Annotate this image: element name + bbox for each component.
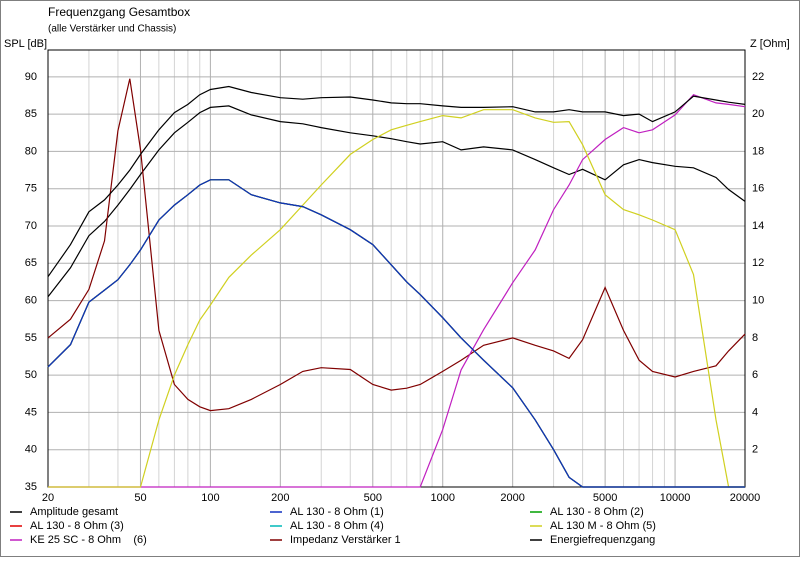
y2-tick-label: 16 [752,183,764,195]
y2-tick-label: 14 [752,220,764,232]
chart-title: Frequenzgang Gesamtbox [48,5,190,19]
y-axis-label: SPL [dB] [4,38,47,50]
x-tick-label: 100 [201,492,219,504]
y-tick-label: 70 [25,220,37,232]
y-tick-label: 90 [25,71,37,83]
x-tick-label: 10000 [660,492,691,504]
y2-tick-label: 12 [752,257,764,269]
legend-label: AL 130 - 8 Ohm (1) [290,506,384,518]
x-tick-label: 200 [271,492,289,504]
legend-label: KE 25 SC - 8 Ohm (6) [30,534,147,546]
y-tick-label: 40 [25,444,37,456]
x-tick-label: 500 [364,492,382,504]
y2-tick-label: 18 [752,145,764,157]
legend-label: Amplitude gesamt [30,506,118,518]
legend-label: Impedanz Verstärker 1 [290,534,401,546]
y-tick-label: 75 [25,183,37,195]
y-tick-label: 50 [25,369,37,381]
y2-axis-label: Z [Ohm] [750,38,790,50]
legend-label: AL 130 - 8 Ohm (3) [30,520,124,532]
x-tick-label: 50 [134,492,146,504]
legend-label: AL 130 - 8 Ohm (2) [550,506,644,518]
series-line [47,105,746,298]
legend-label: AL 130 M - 8 Ohm (5) [550,520,656,532]
series-line [47,78,746,412]
y-tick-label: 85 [25,108,37,120]
y-tick-label: 60 [25,294,37,306]
y-tick-label: 35 [25,481,37,493]
y2-tick-label: 6 [752,369,758,381]
y2-tick-label: 22 [752,71,764,83]
legend-label: Energiefrequenzgang [550,534,655,546]
series-line [48,109,745,488]
y2-tick-label: 2 [752,444,758,456]
y-tick-label: 80 [25,145,37,157]
chart-subtitle: (alle Verstärker und Chassis) [48,24,176,35]
y-tick-label: 55 [25,332,37,344]
series-line [47,85,746,278]
y2-tick-label: 10 [752,294,764,306]
y-tick-label: 65 [25,257,37,269]
legend-label: AL 130 - 8 Ohm (4) [290,520,384,532]
y2-tick-label: 8 [752,332,758,344]
y-tick-label: 45 [25,406,37,418]
series-line [48,93,746,488]
series-line [47,179,745,488]
x-tick-label: 20000 [730,492,761,504]
x-tick-label: 5000 [593,492,617,504]
x-tick-label: 2000 [500,492,524,504]
y2-tick-label: 20 [752,108,764,120]
x-tick-label: 1000 [430,492,454,504]
y2-tick-label: 4 [752,406,758,418]
x-tick-label: 20 [42,492,54,504]
